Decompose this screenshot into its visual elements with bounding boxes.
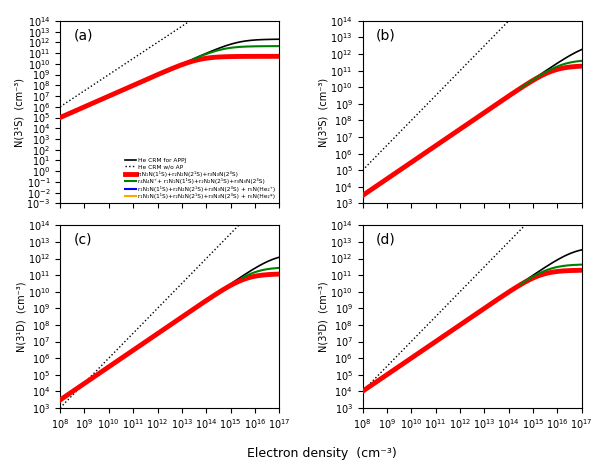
Y-axis label: N(3¹D)  (cm⁻³): N(3¹D) (cm⁻³) [16, 281, 26, 352]
Text: (d): (d) [376, 232, 395, 246]
Text: (b): (b) [376, 28, 395, 42]
Legend: He CRM for APPJ, He CRM w/o AP, r₁N₁N(1¹S)+r₂N₂N(2¹S)+r₃N₃N(2³S), r₄N₄N⁺+ r₁N₁N(: He CRM for APPJ, He CRM w/o AP, r₁N₁N(1¹… [124, 157, 277, 200]
Y-axis label: N(3¹S)  (cm⁻³): N(3¹S) (cm⁻³) [15, 78, 25, 146]
Y-axis label: N(3³S)  (cm⁻³): N(3³S) (cm⁻³) [319, 78, 328, 147]
Text: Electron density  (cm⁻³): Electron density (cm⁻³) [247, 447, 397, 460]
Text: (a): (a) [73, 28, 93, 42]
Y-axis label: N(3³D)  (cm⁻³): N(3³D) (cm⁻³) [319, 281, 328, 352]
Text: (c): (c) [73, 232, 92, 246]
